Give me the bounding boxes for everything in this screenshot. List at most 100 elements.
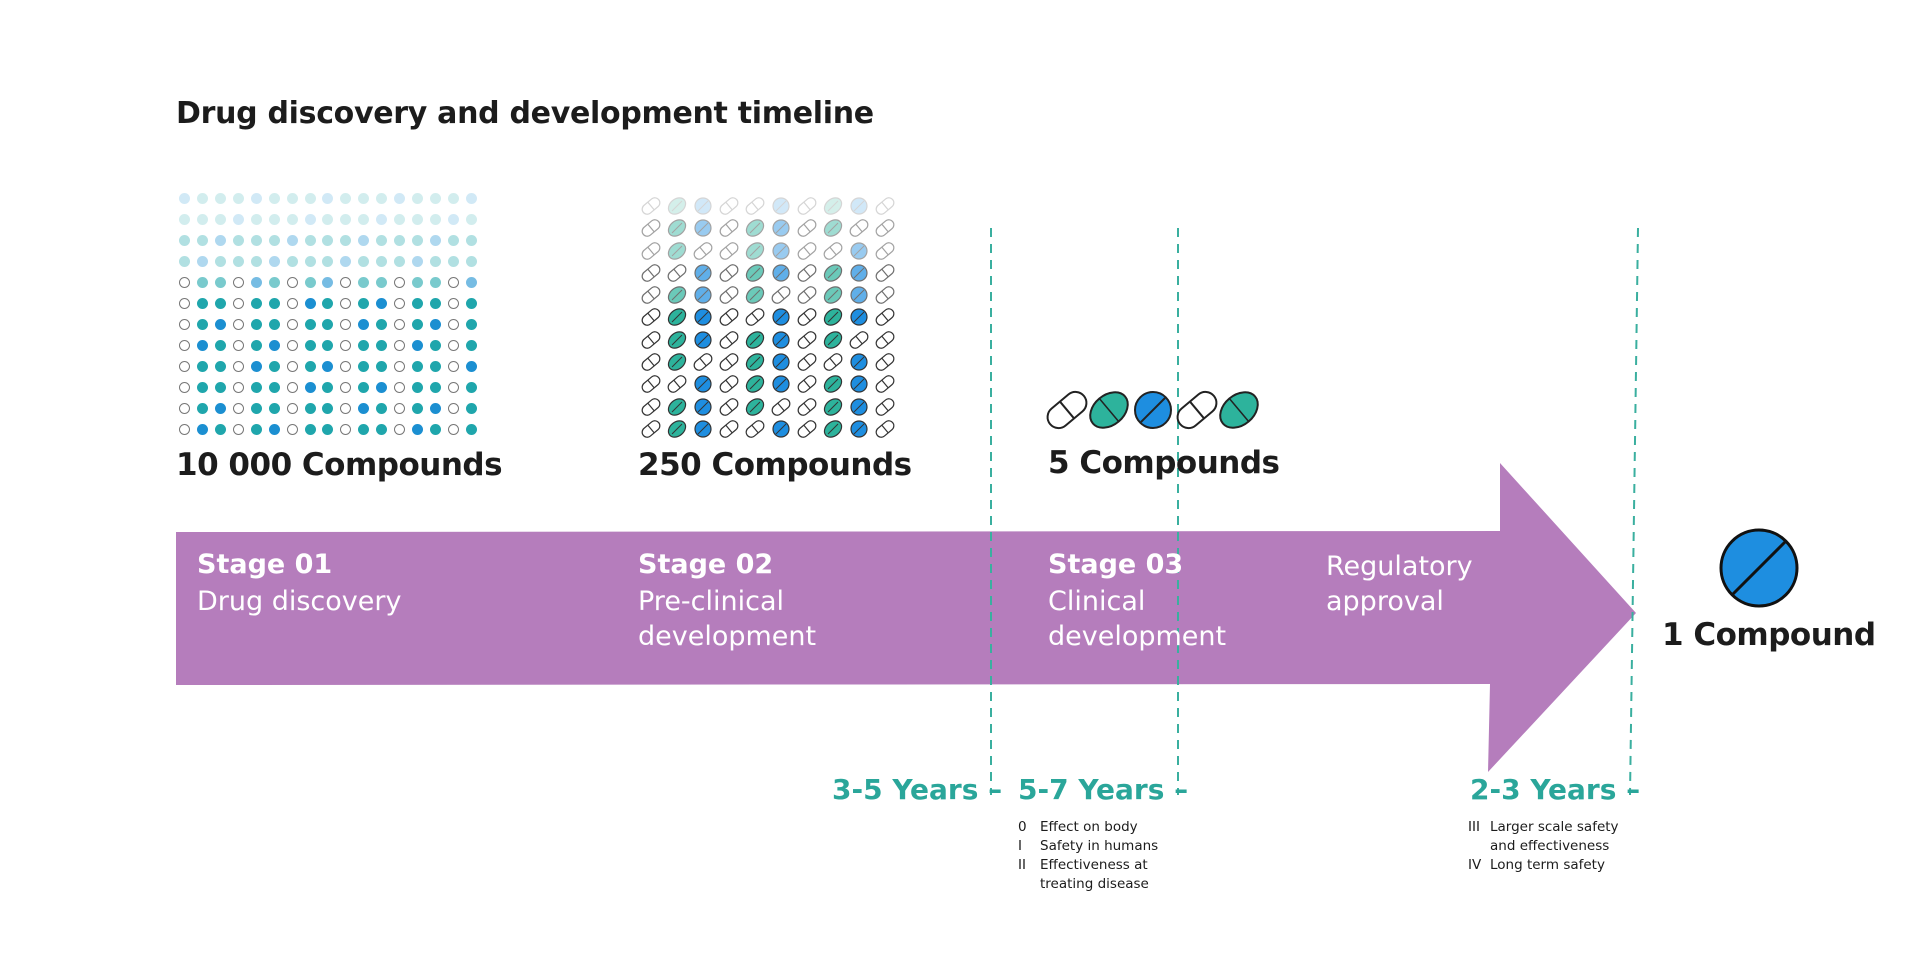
compound-dot — [304, 319, 316, 330]
compound-dot — [447, 193, 459, 204]
capsule-icon — [823, 353, 843, 371]
blue-tablet-icon — [772, 331, 790, 349]
compound-dot — [322, 256, 334, 267]
capsule-icon — [641, 219, 661, 238]
green-tablet-icon — [667, 219, 687, 238]
capsule-icon — [797, 420, 817, 438]
compound-dot — [215, 298, 227, 309]
compound-dot — [322, 424, 334, 435]
capsule-icon — [641, 197, 661, 215]
compound-dot — [358, 340, 370, 351]
compound-dot — [268, 382, 280, 393]
blue-tablet-icon — [772, 242, 790, 260]
capsule-icon — [641, 353, 661, 371]
compound-dot — [250, 403, 262, 414]
compound-dot — [411, 298, 423, 309]
compound-dot — [340, 214, 352, 225]
compound-dot — [322, 235, 334, 246]
green-tablet-icon — [823, 397, 843, 416]
compound-dot — [394, 319, 406, 330]
compound-dot — [250, 340, 262, 351]
compound-dot — [268, 361, 280, 372]
compound-dot — [376, 193, 388, 204]
compound-dot — [250, 382, 262, 393]
compound-dot — [268, 340, 280, 351]
capsule-icon — [719, 353, 739, 371]
blue-tablet-icon — [772, 264, 790, 282]
blue-tablet-icon — [850, 197, 868, 215]
phase-number: II — [1018, 857, 1026, 873]
capsule-icon — [719, 241, 739, 260]
compound-dot — [429, 256, 441, 267]
compound-dot — [465, 424, 477, 435]
compound-dot — [268, 277, 280, 288]
compound-dot — [411, 319, 423, 330]
stage-divider-line — [1629, 227, 1639, 796]
phase-text: Effect on body — [1040, 819, 1138, 835]
compound-dot — [179, 298, 191, 309]
compound-dot — [179, 361, 191, 372]
stage3-pills — [1046, 390, 1259, 430]
compound-dot — [447, 298, 459, 309]
compound-dot — [447, 235, 459, 246]
green-tablet-icon — [667, 197, 687, 215]
capsule-icon — [875, 197, 895, 215]
green-tablet-icon — [1219, 391, 1259, 429]
compound-dot — [394, 403, 406, 414]
compound-dot — [304, 382, 316, 393]
compound-dot — [447, 403, 459, 414]
blue-tablet-icon — [772, 197, 790, 215]
compound-dot — [465, 319, 477, 330]
compound-dot — [411, 340, 423, 351]
compound-dot — [268, 235, 280, 246]
blue-tablet-icon — [694, 264, 712, 282]
blue-tablet-icon — [694, 308, 712, 327]
compound-dot — [376, 382, 388, 393]
compound-dot — [394, 235, 406, 246]
compound-dot — [411, 214, 423, 225]
compound-dot — [179, 277, 191, 288]
compound-dot — [233, 424, 245, 435]
compound-dot — [250, 298, 262, 309]
blue-tablet-icon — [772, 219, 790, 237]
compound-dot — [429, 298, 441, 309]
blue-tablet-icon — [694, 286, 712, 304]
capsule-icon — [875, 219, 895, 238]
capsule-icon — [719, 308, 739, 327]
compound-dot — [447, 361, 459, 372]
compound-dot — [215, 340, 227, 351]
compound-dot — [376, 424, 388, 435]
compound-dot — [286, 403, 298, 414]
compound-dot — [394, 361, 406, 372]
capsule-icon — [797, 286, 817, 305]
green-tablet-icon — [823, 331, 843, 349]
capsule-icon — [771, 397, 791, 416]
compound-dot — [394, 382, 406, 393]
compound-dot — [286, 382, 298, 393]
compound-dot — [304, 298, 316, 309]
compound-dot — [179, 319, 191, 330]
capsule-icon — [693, 241, 713, 260]
compound-dot — [429, 214, 441, 225]
stage3-name: Clinical development — [1048, 586, 1227, 652]
capsule-icon — [875, 241, 895, 260]
compound-dot — [429, 340, 441, 351]
blue-tablet-icon — [694, 331, 712, 349]
compound-count-stage1: 10 000 Compounds — [176, 447, 503, 483]
compound-dot — [250, 235, 262, 246]
green-tablet-icon — [823, 219, 843, 238]
capsule-icon — [797, 353, 817, 371]
green-tablet-icon — [823, 420, 843, 438]
capsule-icon — [641, 286, 661, 305]
capsule-icon — [849, 219, 869, 238]
compound-dot — [179, 382, 191, 393]
compound-dot — [411, 193, 423, 204]
compound-dot — [197, 298, 209, 309]
compound-dot — [286, 277, 298, 288]
compound-dot — [233, 298, 245, 309]
compound-dot — [394, 424, 406, 435]
compound-dot — [340, 298, 352, 309]
compound-dot — [268, 256, 280, 267]
capsule-icon — [823, 241, 843, 260]
